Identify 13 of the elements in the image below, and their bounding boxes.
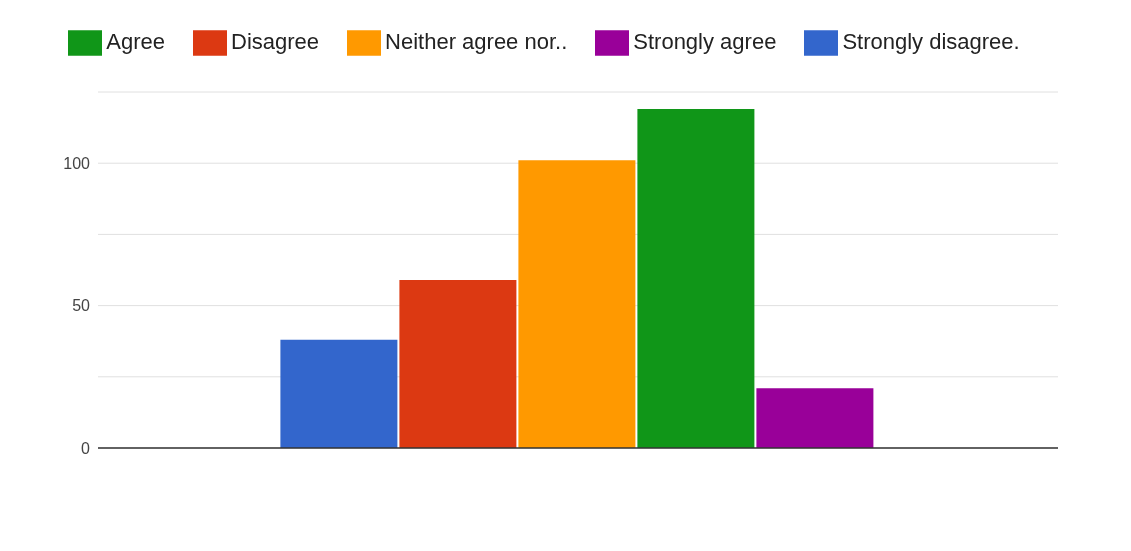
bar [399, 279, 517, 448]
bar [280, 339, 398, 448]
legend-label: Neither agree nor.. [385, 28, 568, 54]
bar [756, 388, 874, 448]
legend-label: Strongly agree [633, 28, 777, 54]
bar [518, 160, 636, 448]
y-tick-label: 0 [81, 439, 91, 457]
y-tick-label: 100 [63, 154, 91, 172]
bar [637, 109, 755, 448]
legend-label: Agree [106, 28, 165, 54]
y-tick-label: 50 [72, 297, 91, 315]
legend-label: Disagree [231, 28, 320, 54]
legend-label: Strongly disagree. [842, 28, 1020, 54]
